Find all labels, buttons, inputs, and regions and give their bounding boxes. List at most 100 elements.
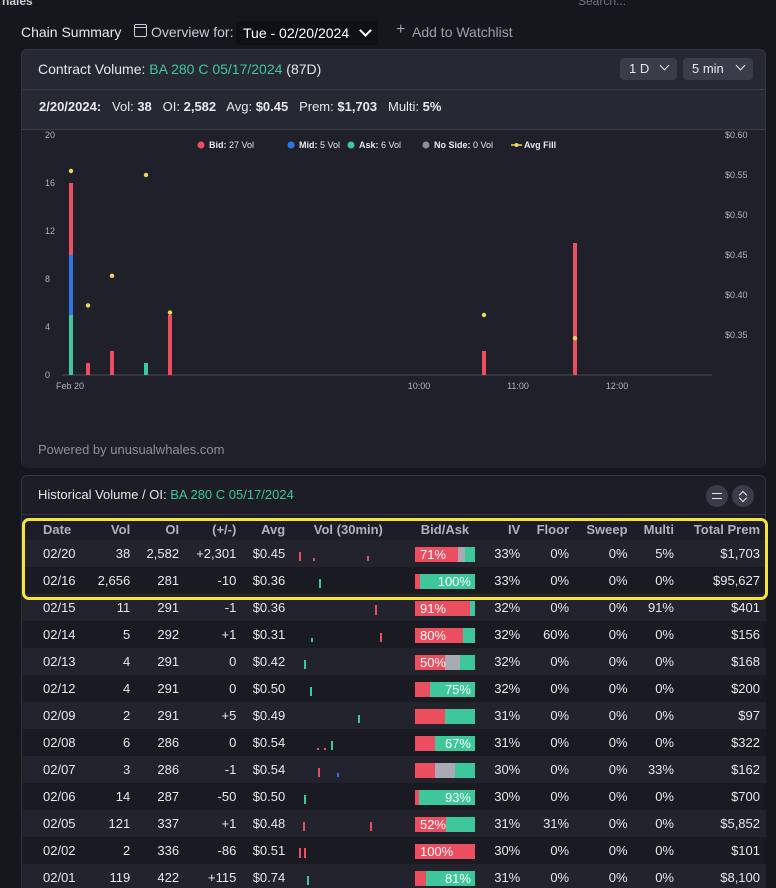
- sweep-cell: 0%: [575, 756, 634, 783]
- sparkline-bar: [331, 741, 333, 751]
- y-tick-label: 4: [45, 322, 50, 332]
- range-select[interactable]: 1 D: [620, 58, 677, 80]
- top-fragment: hales Search...: [0, 0, 776, 8]
- bid-ask-bar: [414, 708, 475, 724]
- vol-30min-cell: [291, 594, 406, 621]
- avg-fill-point: [85, 303, 91, 308]
- vol-30min-cell: [291, 810, 406, 837]
- column-header[interactable]: Vol: [110, 521, 131, 537]
- sweep-cell: 0%: [575, 594, 634, 621]
- bid-ask-percent: 75%: [444, 681, 471, 697]
- floor-cell: 0%: [526, 567, 576, 594]
- bid-segment: [414, 789, 419, 805]
- overview-label: Overview for:: [151, 24, 234, 40]
- sparkline-bar: [304, 848, 306, 859]
- search-input[interactable]: Search...: [578, 0, 627, 8]
- sparkline-bar: [324, 748, 326, 751]
- vol-30min-cell: [291, 864, 406, 888]
- y-right-tick-label: $0.40: [725, 290, 748, 300]
- column-header[interactable]: Bid/Ask: [420, 521, 470, 537]
- y-right-tick-label: $0.50: [725, 210, 748, 220]
- contract-symbol-link[interactable]: BA 280 C 05/17/2024: [149, 61, 283, 77]
- stats-prem: $1,703: [337, 99, 378, 114]
- table-row[interactable]: 02/07 3 286 -1 $0.54 30% 0% 0% 33% $162: [23, 756, 766, 783]
- sparkline-bar: [318, 768, 320, 778]
- sweep-cell: 0%: [575, 864, 634, 888]
- bid-ask-bar: 81%: [414, 870, 475, 886]
- bid-ask-percent: 91%: [419, 600, 446, 616]
- stats-vol-label: Vol:: [112, 99, 134, 114]
- bid-ask-bar: 100%: [414, 843, 475, 859]
- ask-segment: [444, 708, 475, 724]
- table-row[interactable]: 02/13 4 291 0 $0.42 50% 32% 0% 0% 0% $168: [23, 648, 766, 675]
- bid-ask-percent: 67%: [444, 735, 471, 751]
- table-row[interactable]: 02/02 2 336 -86 $0.51 100% 30% 0% 0% 0% $101: [23, 837, 766, 864]
- chain-summary-link[interactable]: Chain Summary: [21, 24, 122, 40]
- y-tick-label: 16: [45, 178, 55, 188]
- y-right-tick-label: $0.55: [725, 170, 748, 180]
- interval-select[interactable]: 5 min: [683, 58, 753, 80]
- bid-ask-bar: 93%: [414, 789, 475, 805]
- bid-segment: [414, 546, 458, 562]
- table-row[interactable]: 02/15 11 291 -1 $0.36 91% 32% 0% 0% 91% $401: [23, 594, 766, 621]
- oi-cell: 286: [136, 756, 186, 783]
- sparkline-bar: [311, 638, 313, 643]
- sparkline-bar: [367, 556, 369, 562]
- bid-ask-percent: 80%: [419, 627, 446, 643]
- historical-symbol-link[interactable]: BA 280 C 05/17/2024: [170, 487, 294, 502]
- sparkline-bar: [299, 552, 301, 562]
- vol-cell: 2: [87, 837, 137, 864]
- vol-sparkline: [297, 790, 389, 805]
- table-row[interactable]: 02/16 2,656 281 -10 $0.36 100% 33% 0% 0% 0% $95,62…: [23, 567, 766, 594]
- multi-cell: 0%: [633, 675, 680, 702]
- sliders-icon[interactable]: [706, 485, 728, 507]
- table-row[interactable]: 02/20 38 2,582 +2,301 $0.45 71% 33% 0% 0% 5% $1,70…: [23, 540, 766, 567]
- iv-cell: 32%: [484, 621, 527, 648]
- table-row[interactable]: 02/06 14 287 -50 $0.50 93% 30% 0% 0% 0% $700: [23, 783, 766, 810]
- bid-ask-bar: 91%: [414, 600, 475, 616]
- column-header[interactable]: Vol (30min): [313, 521, 383, 537]
- vol-cell: 6: [87, 729, 137, 756]
- table-row[interactable]: 02/14 5 292 +1 $0.31 80% 32% 60% 0% 0% $156: [23, 621, 766, 648]
- table-row[interactable]: 02/05 121 337 +1 $0.48 52% 31% 31% 0% 0% $5,852: [23, 810, 766, 837]
- legend-label: No Side: 0 Vol: [434, 140, 493, 150]
- table-row[interactable]: 02/01 119 422 +115 $0.74 81% 31% 0% 0% 0% $8,100: [23, 864, 766, 888]
- column-header[interactable]: Total Prem: [693, 521, 760, 537]
- sparkline-bar: [313, 558, 315, 562]
- ask-segment: [454, 762, 475, 778]
- table-row[interactable]: 02/12 4 291 0 $0.50 75% 32% 0% 0% 0% $200: [23, 675, 766, 702]
- oi-change-cell: -1: [185, 756, 243, 783]
- contract-volume-label: Contract Volume:: [38, 61, 146, 77]
- date-select[interactable]: Tue - 02/20/2024: [236, 21, 378, 45]
- column-header[interactable]: Multi: [643, 521, 674, 537]
- bid-segment: [414, 762, 435, 778]
- column-header[interactable]: OI: [165, 521, 180, 537]
- total-prem-cell: $97: [679, 702, 766, 729]
- multi-cell: 0%: [633, 567, 680, 594]
- bid-ask-cell: [405, 756, 485, 783]
- column-header[interactable]: IV: [507, 521, 521, 537]
- column-header[interactable]: Avg: [261, 521, 286, 537]
- avg-cell: $0.74: [242, 864, 292, 888]
- column-header[interactable]: (+/-): [212, 521, 237, 537]
- expand-collapse-icon[interactable]: [732, 485, 754, 507]
- total-prem-cell: $156: [679, 621, 766, 648]
- table-row[interactable]: 02/08 6 286 0 $0.54 67% 31% 0% 0% 0% $322: [23, 729, 766, 756]
- bid-ask-bar: [414, 762, 475, 778]
- sparkline-bar: [304, 660, 306, 670]
- column-header[interactable]: Sweep: [586, 521, 628, 537]
- sparkline-bar: [358, 715, 360, 724]
- bid-segment: [414, 627, 463, 643]
- sweep-cell: 0%: [575, 540, 634, 567]
- bid-ask-bar: 71%: [414, 546, 475, 562]
- divider: [22, 129, 765, 130]
- column-header[interactable]: Date: [43, 521, 72, 537]
- table-row[interactable]: 02/09 2 291 +5 $0.49 31% 0% 0% 0% $97: [23, 702, 766, 729]
- legend-dot: [287, 141, 295, 149]
- column-header[interactable]: Floor: [536, 521, 570, 537]
- add-to-watchlist-button[interactable]: Add to Watchlist: [412, 24, 513, 40]
- floor-cell: 0%: [526, 594, 576, 621]
- bid-ask-percent: 81%: [444, 870, 471, 886]
- bid-ask-bar: 100%: [414, 573, 475, 589]
- plus-icon[interactable]: +: [396, 21, 406, 38]
